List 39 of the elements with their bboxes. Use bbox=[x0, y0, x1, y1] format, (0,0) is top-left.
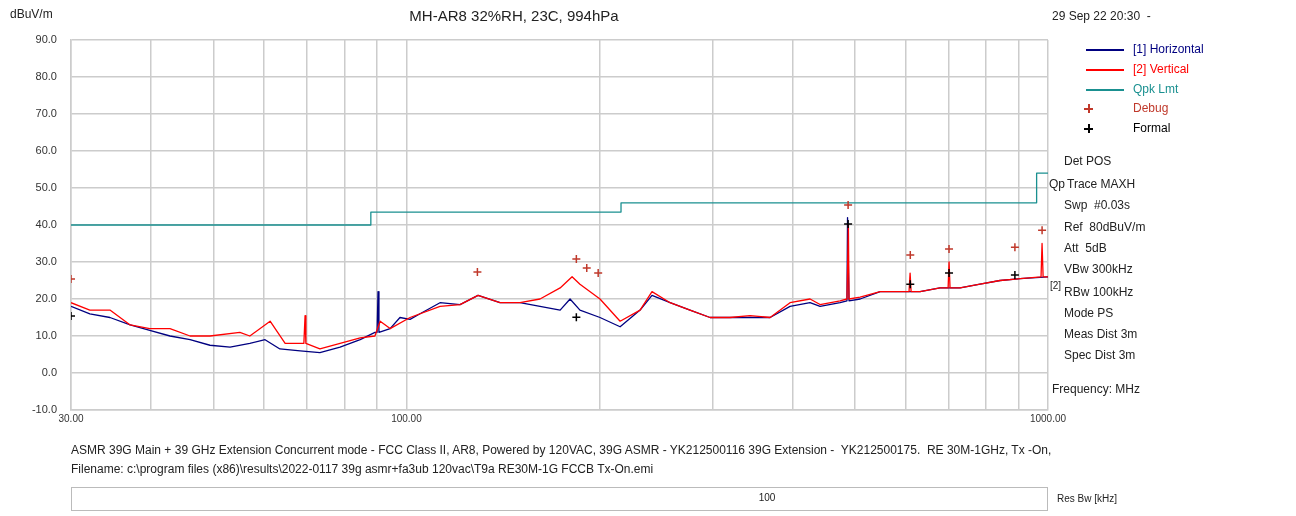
text: Meas Dist 3m bbox=[1064, 327, 1138, 341]
x-tick-label: 30.00 bbox=[58, 412, 84, 424]
y-tick-label: 60.0 bbox=[35, 144, 57, 157]
text: Debug bbox=[1133, 101, 1169, 116]
legend-label: [2] Vertical bbox=[1133, 61, 1190, 76]
text: Res Bw [kHz] bbox=[1057, 492, 1118, 506]
text: Trace MAXH bbox=[1067, 177, 1136, 191]
x-axis-title: Frequency: MHz bbox=[1052, 382, 1141, 396]
text: Ref 80dBuV/m bbox=[1064, 220, 1146, 234]
text: [2] bbox=[1050, 279, 1062, 293]
text: VBw 300kHz bbox=[1064, 262, 1133, 276]
legend-label: Qpk Lmt bbox=[1133, 81, 1179, 96]
text: Swp #0.03s bbox=[1064, 198, 1131, 212]
y-axis-title: dBuV/m bbox=[10, 7, 53, 21]
text: 29 Sep 22 20:30 - bbox=[1052, 9, 1151, 23]
y-tick-label: 70.0 bbox=[35, 107, 57, 120]
y-tick-label: -10.0 bbox=[31, 403, 57, 416]
x-tick-label: 100.00 bbox=[391, 412, 423, 424]
text: Filename: c:\program files (x86)\results\2022-0117 39g asmr+fa3ub 120vac\T9a RE30M-1G FCCB Tx-On.emi bbox=[71, 462, 654, 476]
y-tick-label: 0.0 bbox=[41, 366, 57, 379]
y-tick-label: 10.0 bbox=[35, 329, 57, 342]
text: Det POS bbox=[1064, 154, 1112, 168]
y-tick-label: 90.0 bbox=[35, 33, 57, 46]
text: Mode PS bbox=[1064, 306, 1114, 320]
y-tick-label: 20.0 bbox=[35, 292, 57, 305]
y-tick-label: 40.0 bbox=[35, 218, 57, 231]
text: Att 5dB bbox=[1064, 241, 1107, 255]
y-tick-label: 50.0 bbox=[35, 181, 57, 194]
text: 100 bbox=[758, 491, 776, 505]
chart-title: MH-AR8 32%RH, 23C, 994hPa bbox=[409, 7, 619, 24]
text: Qp bbox=[1049, 177, 1066, 191]
y-tick-label: 80.0 bbox=[35, 70, 57, 83]
text: Spec Dist 3m bbox=[1064, 348, 1136, 362]
legend-label: [1] Horizontal bbox=[1133, 42, 1204, 56]
text: ASMR 39G Main + 39 GHz Extension Concurrent mode - FCC Class II, AR8, Powered by 120VAC, 39G ASMR - YK212500116 39G Extension - YK212500175. RE 30M-1GHz, Tx -On, bbox=[71, 443, 1052, 457]
text: RBw 100kHz bbox=[1064, 285, 1134, 299]
y-tick-label: 30.0 bbox=[35, 255, 57, 268]
text: Formal bbox=[1133, 121, 1171, 136]
x-tick-label: 1000.00 bbox=[1029, 412, 1067, 424]
